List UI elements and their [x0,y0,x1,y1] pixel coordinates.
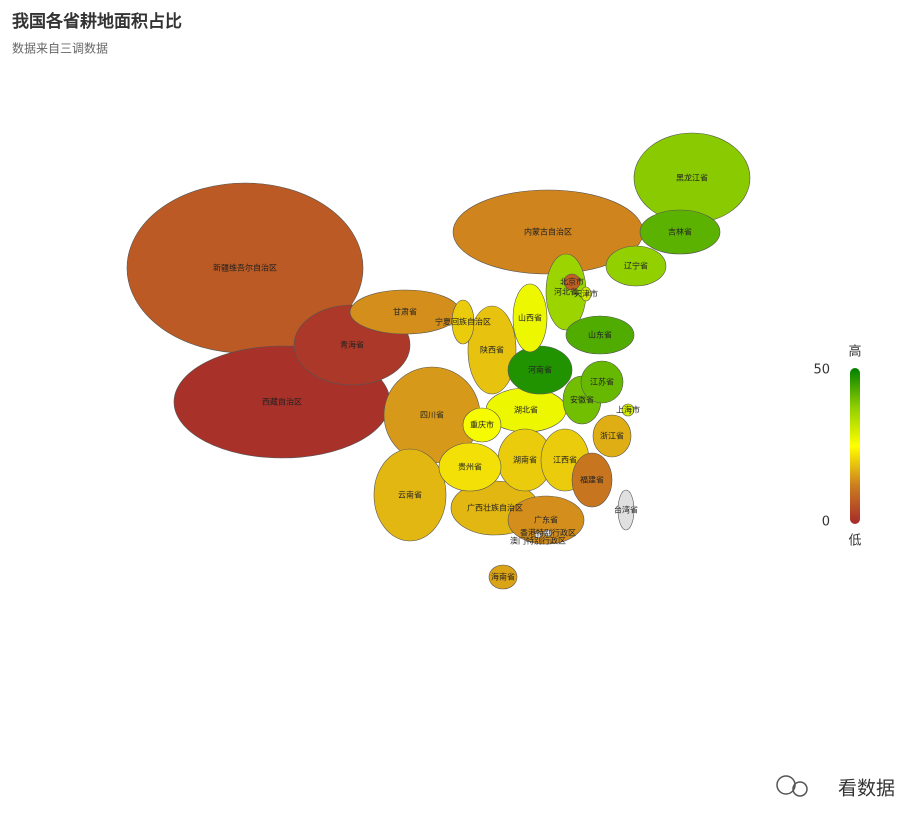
province-label: 云南省 [398,490,422,500]
province [543,529,553,537]
visual-map-high: 高 [848,344,861,360]
province-label: 浙江省 [600,431,624,441]
province-label: 广东省 [534,515,558,525]
watermark-icon [792,781,808,797]
watermark-icon [776,775,796,795]
province-label: 江苏省 [590,377,614,387]
province [373,448,447,542]
province-label: 海南省 [491,572,515,582]
province-label: 河北省 [554,287,578,297]
province-label: 宁夏回族自治区 [435,317,491,327]
province-label: 重庆市 [470,420,494,430]
visual-map-low: 低 [848,534,861,549]
province [592,414,632,458]
province [563,273,581,291]
province [571,452,613,508]
province [580,360,624,404]
province-label: 安徽省 [570,395,594,405]
province [617,489,635,531]
province-label: 内蒙古自治区 [524,227,572,237]
province-label: 江西省 [553,455,577,465]
province-label: 新疆维吾尔自治区 [213,263,277,273]
province-label: 吉林省 [668,227,692,237]
watermark: 看数据 [838,778,895,800]
province-label: 四川省 [420,410,444,420]
province [507,495,585,545]
province-label: 澳门特别行政区 [510,536,566,546]
province-label: 黑龙江省 [676,173,708,183]
province-label: 天津市 [574,289,598,299]
chart-subtitle: 数据来自三调数据 [12,41,108,56]
province-label: 香港特别行政区 [520,528,576,538]
province-label: 山东省 [588,330,612,340]
province [605,245,667,287]
province-label: 广西壮族自治区 [467,503,523,513]
province-label: 上海市 [616,405,640,415]
province [462,407,502,443]
province-label: 西藏自治区 [262,397,302,407]
province [534,531,542,539]
province-label: 台湾省 [614,505,638,515]
province-label: 北京市 [560,277,584,287]
visual-map-value: 0 [822,515,830,530]
province-label: 贵州省 [458,462,482,472]
province [512,283,548,353]
province-label: 辽宁省 [624,261,648,271]
province-label: 陕西省 [480,345,504,355]
province-label: 青海省 [340,340,364,350]
chart-title: 我国各省耕地面积占比 [12,11,182,32]
province-label: 河南省 [528,365,552,375]
province-label: 甘肃省 [393,307,417,317]
province [565,315,635,355]
province-label: 湖南省 [513,455,537,465]
province [488,564,518,590]
province [467,305,517,395]
province-label: 湖北省 [514,405,538,415]
province [621,403,635,417]
province-label: 山西省 [518,313,542,323]
province-label: 福建省 [580,475,604,485]
province [580,286,592,302]
visual-map-value: 50 [813,363,830,378]
visual-map-bar [850,368,860,524]
province [438,442,502,492]
province [639,209,721,255]
province [451,299,475,345]
